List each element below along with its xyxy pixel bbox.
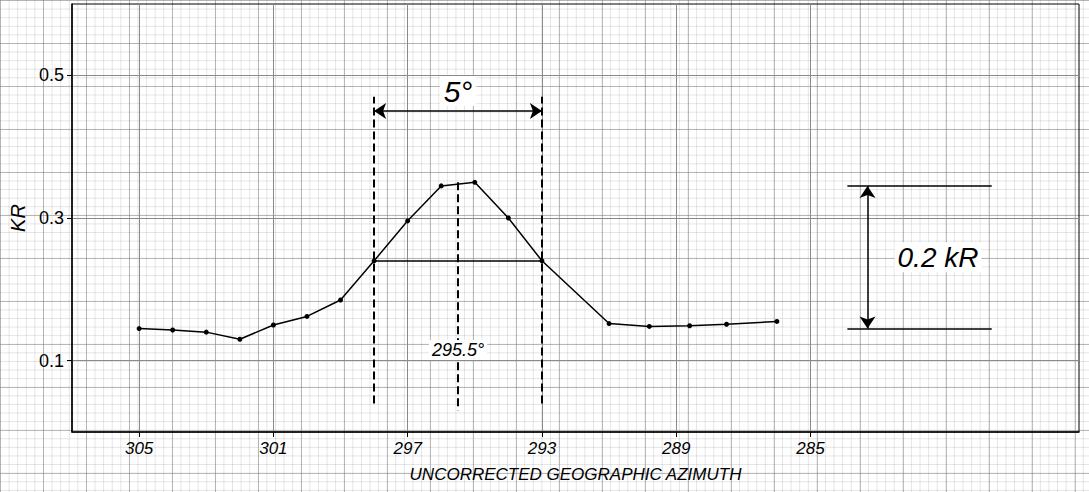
svg-text:0.2 kR: 0.2 kR xyxy=(898,242,979,273)
svg-text:5°: 5° xyxy=(444,75,473,108)
svg-text:UNCORRECTED GEOGRAPHIC AZIMUTH: UNCORRECTED GEOGRAPHIC AZIMUTH xyxy=(410,465,743,484)
svg-text:295.5°: 295.5° xyxy=(431,340,484,360)
svg-text:301: 301 xyxy=(259,439,287,458)
svg-text:297: 297 xyxy=(392,439,422,458)
svg-text:285: 285 xyxy=(795,439,825,458)
svg-text:305: 305 xyxy=(125,439,154,458)
svg-text:289: 289 xyxy=(661,439,691,458)
svg-text:0.5: 0.5 xyxy=(39,65,64,85)
svg-text:KR: KR xyxy=(7,204,29,232)
svg-text:0.1: 0.1 xyxy=(39,351,64,371)
svg-text:293: 293 xyxy=(527,439,557,458)
svg-text:0.3: 0.3 xyxy=(39,208,64,228)
